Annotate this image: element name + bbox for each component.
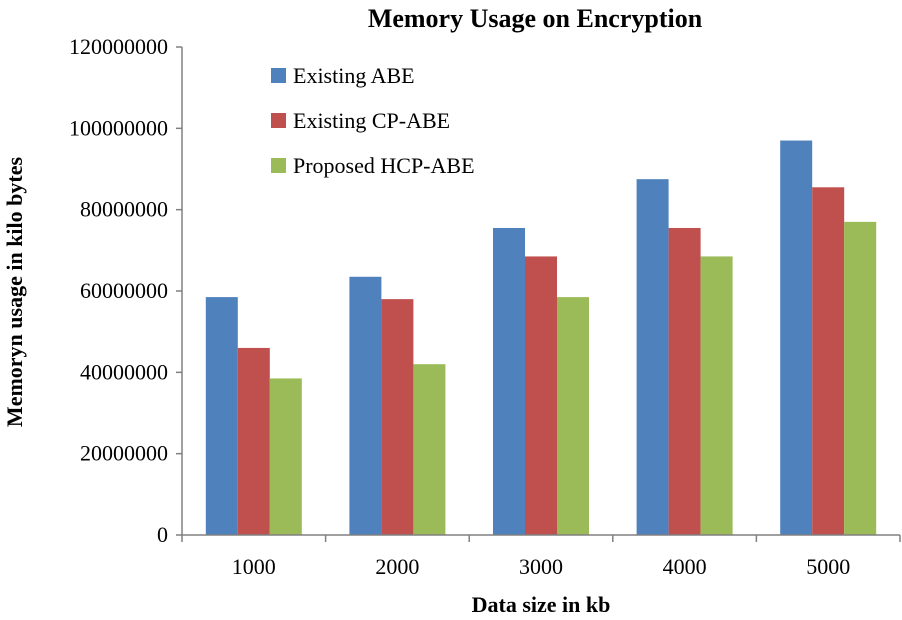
legend-label: Existing ABE bbox=[293, 63, 415, 88]
bar-5000-existing-cp-abe bbox=[812, 187, 845, 536]
legend-swatch bbox=[271, 113, 286, 128]
y-tick-label: 20000000 bbox=[80, 441, 168, 466]
bar-1000-existing-abe bbox=[205, 297, 238, 535]
legend-label: Proposed HCP-ABE bbox=[293, 153, 475, 178]
y-tick-label: 120000000 bbox=[69, 34, 168, 59]
bar-1000-proposed-hcp-abe bbox=[269, 378, 302, 535]
bar-2000-proposed-hcp-abe bbox=[413, 364, 446, 535]
legend-swatch bbox=[271, 158, 286, 173]
bar-5000-existing-abe bbox=[780, 140, 813, 536]
bar-2000-existing-cp-abe bbox=[381, 299, 414, 535]
x-tick-label: 4000 bbox=[663, 554, 707, 579]
bar-5000-proposed-hcp-abe bbox=[844, 221, 877, 535]
y-axis-label: Memoryn usage in kilo bytes bbox=[2, 157, 27, 428]
x-tick-label: 1000 bbox=[232, 554, 276, 579]
y-tick-label: 100000000 bbox=[69, 115, 168, 140]
x-tick-label: 2000 bbox=[375, 554, 419, 579]
bar-3000-existing-abe bbox=[493, 227, 525, 535]
y-tick-label: 0 bbox=[157, 522, 168, 547]
bar-4000-existing-cp-abe bbox=[668, 227, 701, 535]
bar-3000-existing-cp-abe bbox=[525, 256, 557, 535]
bar-4000-proposed-hcp-abe bbox=[700, 256, 733, 535]
x-tick-label: 5000 bbox=[806, 554, 850, 579]
bar-2000-existing-abe bbox=[349, 276, 382, 535]
bar-4000-existing-abe bbox=[636, 179, 669, 535]
y-tick-label: 80000000 bbox=[80, 197, 168, 222]
chart-title: Memory Usage on Encryption bbox=[368, 4, 703, 33]
legend-swatch bbox=[271, 68, 286, 83]
legend: Existing ABE Existing CP-ABE Proposed HCP-… bbox=[271, 63, 475, 178]
x-tick-label: 3000 bbox=[519, 554, 563, 579]
y-tick-label: 40000000 bbox=[80, 359, 168, 384]
bars-group bbox=[205, 140, 877, 536]
y-tick-label: 60000000 bbox=[80, 278, 168, 303]
x-ticks-group: 1000 2000 3000 4000 5000 bbox=[181, 535, 901, 579]
y-ticks-group: 0 20000000 40000000 60000000 80000000 1000000… bbox=[69, 34, 182, 547]
bar-3000-proposed-hcp-abe bbox=[557, 297, 589, 535]
bar-1000-existing-cp-abe bbox=[237, 347, 270, 535]
x-axis-label: Data size in kb bbox=[472, 592, 611, 617]
legend-label: Existing CP-ABE bbox=[293, 108, 450, 133]
